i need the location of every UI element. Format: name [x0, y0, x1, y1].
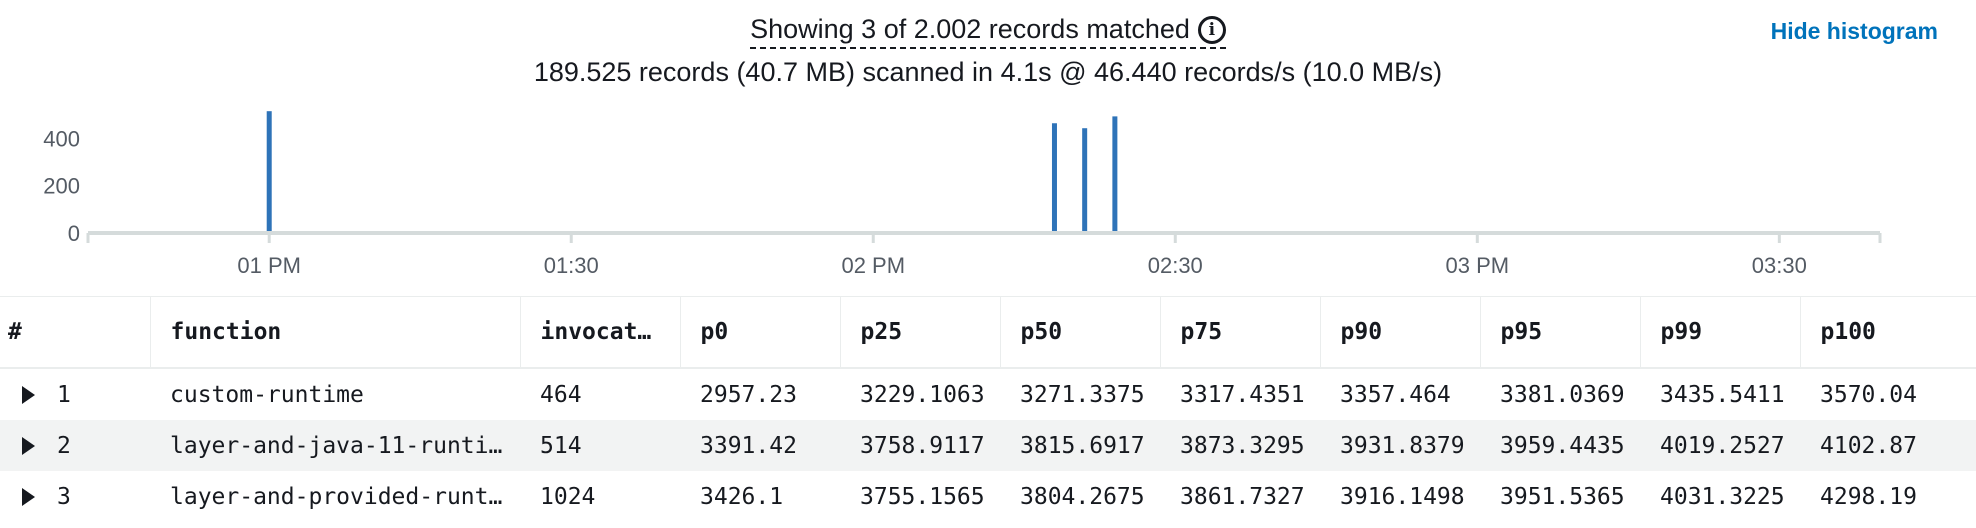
column-header-function[interactable]: function — [150, 296, 521, 369]
table-header-row: # function invocat… p0 p25 p50 p75 p90 p95 p99 p10… — [0, 296, 1976, 369]
y-tick-label: 400 — [43, 126, 80, 151]
table-cell: 3804.2675 — [1020, 483, 1145, 510]
histogram-bar — [1082, 128, 1088, 231]
records-matched-text: Showing 3 of 2.002 records matched — [750, 14, 1190, 44]
table-cell: 3435.5411 — [1660, 381, 1785, 408]
column-header-p0[interactable]: p0 — [680, 296, 841, 369]
table-cell: custom-runtime — [170, 381, 364, 408]
x-tick-label: 03 PM — [1446, 253, 1510, 278]
query-summary: Showing 3 of 2.002 records matched i 189… — [0, 14, 1976, 88]
column-header-p95[interactable]: p95 — [1480, 296, 1641, 369]
expand-triangle-icon[interactable] — [22, 488, 35, 506]
table-cell: 3755.1565 — [860, 483, 985, 510]
column-header-p100[interactable]: p100 — [1800, 296, 1976, 369]
table-cell: 4019.2527 — [1640, 420, 1800, 471]
column-header-p75[interactable]: p75 — [1160, 296, 1321, 369]
table-cell: 3951.5365 — [1500, 483, 1625, 510]
x-tick-label: 03:30 — [1752, 253, 1807, 278]
y-tick-label: 0 — [68, 221, 80, 246]
row-number: 3 — [57, 483, 71, 510]
table-cell: 2957.23 — [700, 381, 797, 408]
table-cell: 3873.3295 — [1160, 420, 1320, 471]
scan-stats: 189.525 records (40.7 MB) scanned in 4.1… — [533, 57, 1443, 87]
column-header-index[interactable]: # — [0, 296, 151, 369]
histogram-bar — [266, 111, 272, 231]
row-index-cell: 3 — [0, 471, 150, 522]
expand-triangle-icon[interactable] — [22, 437, 35, 455]
records-matched-summary[interactable]: Showing 3 of 2.002 records matched i — [750, 14, 1226, 49]
table-cell: 3570.04 — [1820, 381, 1917, 408]
table-cell: 464 — [540, 381, 582, 408]
table-cell: 3815.6917 — [1000, 420, 1160, 471]
row-index-cell: 2 — [0, 420, 150, 471]
table-cell: 3426.1 — [700, 483, 784, 510]
table-cell: 3317.4351 — [1180, 381, 1305, 408]
x-tick-label: 01 PM — [237, 253, 301, 278]
histogram-chart: 0 200 400 01 PM 01:30 02 PM 02:30 03 PM 03:30 — [43, 111, 1882, 278]
table-cell: 514 — [520, 420, 680, 471]
table-cell: 3916.1498 — [1340, 483, 1465, 510]
y-axis: 0 200 400 — [43, 126, 80, 246]
x-tick-label: 02 PM — [841, 253, 905, 278]
table-cell: layer-and-java-11-runti… — [150, 420, 520, 471]
table-row[interactable]: 3 layer-and-provided-runt… 1024 3426.1 3755.… — [0, 471, 1976, 522]
results-table: # function invocat… p0 p25 p50 p75 p90 p95 p99 p10… — [0, 296, 1976, 522]
column-header-p50[interactable]: p50 — [1000, 296, 1161, 369]
table-cell: 3391.42 — [680, 420, 840, 471]
row-number: 2 — [57, 432, 71, 459]
table-cell: layer-and-provided-runt… — [170, 483, 503, 510]
table-cell: 4031.3225 — [1660, 483, 1785, 510]
expand-triangle-icon[interactable] — [22, 386, 35, 404]
hide-histogram-link[interactable]: Hide histogram — [1770, 18, 1938, 44]
column-header-invocat[interactable]: invocat… — [520, 296, 681, 369]
column-header-p90[interactable]: p90 — [1320, 296, 1481, 369]
x-axis: 01 PM 01:30 02 PM 02:30 03 PM 03:30 — [86, 231, 1882, 278]
table-row[interactable]: 2 layer-and-java-11-runti… 514 3391.42 3758.… — [0, 420, 1976, 471]
table-cell: 3959.4435 — [1480, 420, 1640, 471]
table-cell: 3758.9117 — [840, 420, 1000, 471]
x-tick-label: 02:30 — [1148, 253, 1203, 278]
row-number: 1 — [57, 381, 71, 408]
info-icon[interactable]: i — [1197, 15, 1226, 44]
column-header-p99[interactable]: p99 — [1640, 296, 1801, 369]
x-tick-label: 01:30 — [544, 253, 599, 278]
table-cell: 3381.0369 — [1500, 381, 1625, 408]
column-header-p25[interactable]: p25 — [840, 296, 1001, 369]
table-cell: 3931.8379 — [1320, 420, 1480, 471]
table-body: 1 custom-runtime 464 2957.23 3229.1063 3271.3… — [0, 368, 1976, 522]
table-row[interactable]: 1 custom-runtime 464 2957.23 3229.1063 3271.3… — [0, 368, 1976, 420]
table-cell: 3271.3375 — [1020, 381, 1145, 408]
histogram-bar — [1112, 116, 1118, 231]
table-cell: 3229.1063 — [860, 381, 985, 408]
table-cell: 3357.464 — [1340, 381, 1451, 408]
table-cell: 4102.87 — [1800, 420, 1976, 471]
table-cell: 3861.7327 — [1180, 483, 1305, 510]
histogram-bar — [1051, 123, 1057, 231]
table-cell: 1024 — [540, 483, 596, 510]
histogram-bars — [266, 111, 1118, 231]
table-cell: 4298.19 — [1820, 483, 1917, 510]
y-tick-label: 200 — [43, 174, 80, 199]
row-index-cell: 1 — [0, 368, 150, 420]
